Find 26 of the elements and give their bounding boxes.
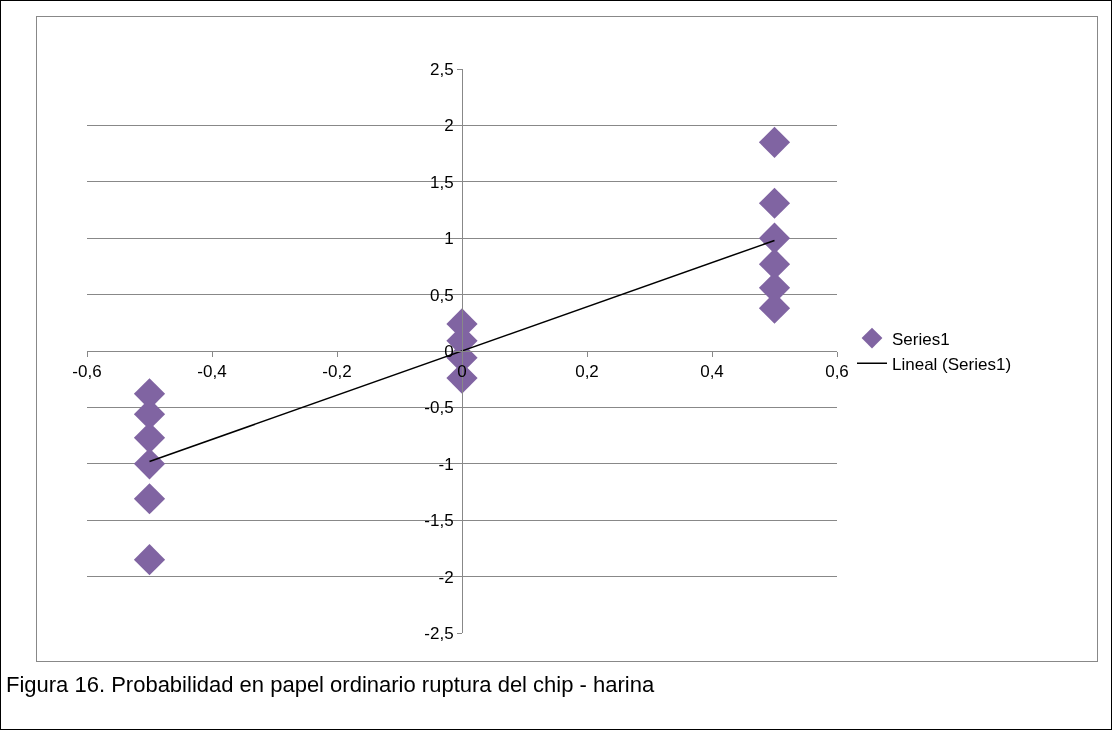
x-tick-label: 0 [457, 362, 467, 382]
point [133, 544, 166, 576]
y-tick-label: 0,5 [429, 285, 454, 305]
x-tick-label: 0,2 [575, 362, 599, 382]
x-tick-label: -0,4 [197, 362, 227, 382]
x-tick-label: 0,4 [700, 362, 724, 382]
x-tick-label: 0,6 [825, 362, 849, 382]
legend-label: Lineal (Series1) [892, 354, 1012, 374]
y-tick-label: 2,5 [429, 59, 454, 79]
y-tick-label: -1 [438, 454, 454, 474]
legend-label: Series1 [892, 329, 950, 349]
y-tick-label: 1 [444, 229, 454, 249]
y-tick-label: 1,5 [429, 172, 454, 192]
y-tick-label: -2 [438, 567, 454, 587]
y-tick-label: -1,5 [424, 511, 454, 531]
text: Figura 16. Probabilidad en papel ordinario ruptura del chip - harina [6, 672, 655, 698]
point [133, 448, 166, 480]
x-tick-label: -0,2 [322, 362, 352, 382]
point [133, 483, 166, 515]
y-tick-label: 2 [444, 116, 454, 136]
point [758, 222, 791, 254]
y-tick-label: -0,5 [424, 398, 454, 418]
y-tick-label: -2,5 [424, 623, 454, 643]
point [758, 187, 791, 219]
x-tick-label: -0,6 [72, 362, 102, 382]
point [758, 126, 791, 158]
